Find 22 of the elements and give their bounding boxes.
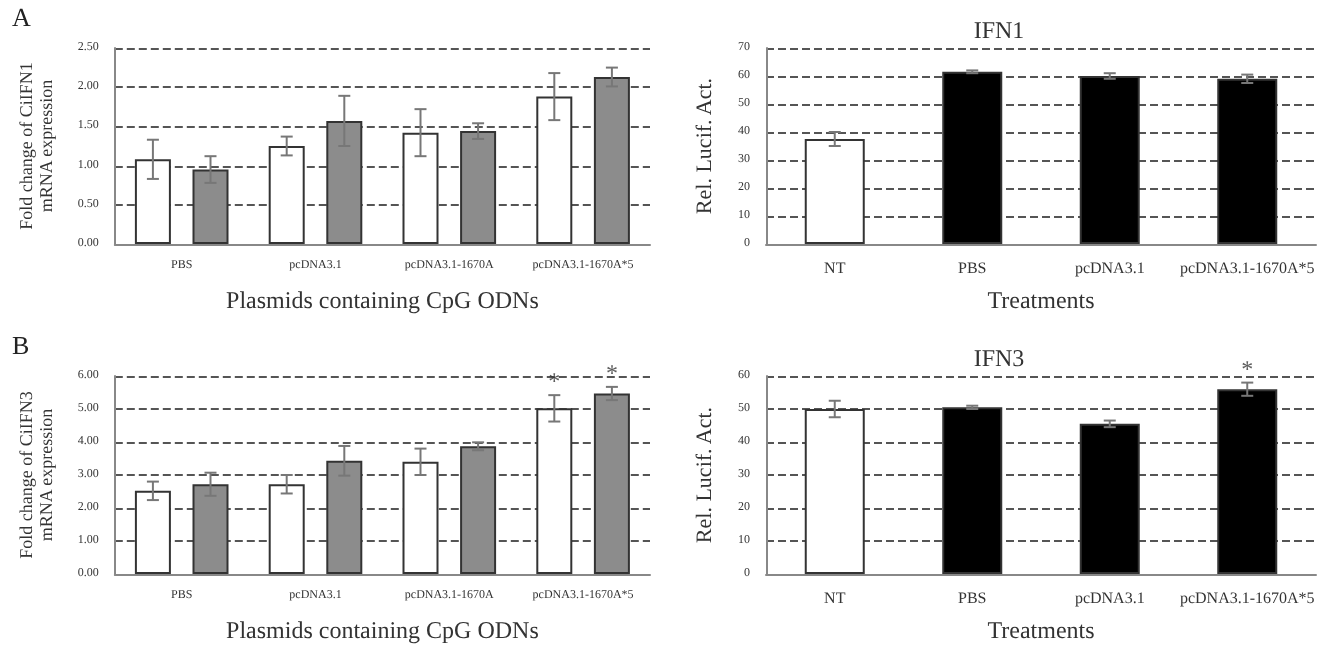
x-axis-title: Treatments: [987, 616, 1096, 644]
x-tick-label: PBS: [958, 259, 987, 277]
chart-title: IFN3: [973, 344, 1025, 372]
text: B: [12, 330, 30, 360]
x-tick-label: PBS: [958, 589, 987, 607]
x-tick-label: pcDNA3.1-1670A*5: [1179, 259, 1315, 277]
y-axis-title: Rel. Lucif. Act.: [693, 77, 718, 215]
x-axis-title: Plasmids containing CpG ODNs: [226, 616, 540, 644]
x-tick-label: pcDNA3.1-1670A*5: [1179, 589, 1315, 607]
x-axis-title: Plasmids containing CpG ODNs: [226, 286, 540, 314]
y-axis-title: Fold change of CiIFN3 mRNA expression: [16, 390, 56, 559]
y-axis-title: Fold change of CiIFN1 mRNA expression: [16, 62, 56, 230]
x-tick-label: NT: [824, 589, 846, 607]
y-axis-title: Rel. Lucif. Act.: [693, 406, 718, 544]
annotation: *: [1241, 354, 1254, 383]
text: A: [12, 2, 32, 32]
x-tick-label: NT: [824, 259, 846, 277]
annotation: *: [605, 358, 618, 387]
x-tick-label: pcDNA3.1: [1074, 589, 1145, 607]
chart-title: IFN1: [973, 16, 1025, 44]
x-tick-label: pcDNA3.1: [1074, 259, 1145, 277]
x-axis-title: Treatments: [987, 286, 1096, 314]
